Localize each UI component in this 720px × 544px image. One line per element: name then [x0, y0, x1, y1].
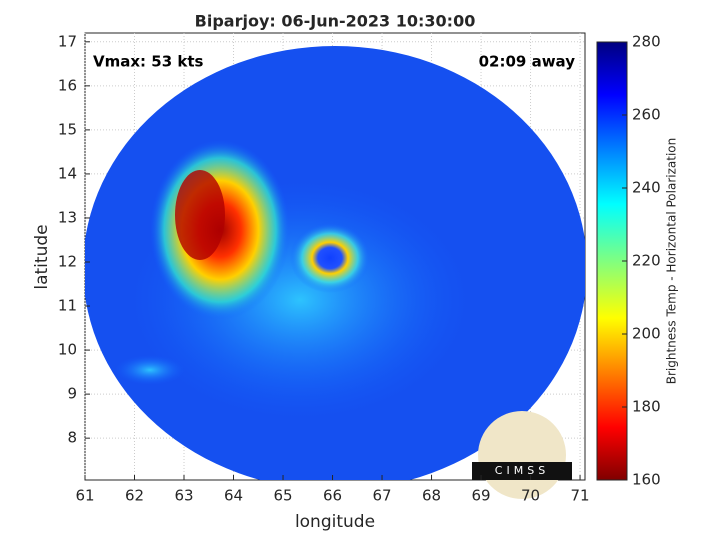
colorbar-tick-label: 260	[632, 106, 661, 124]
annotation: 02:09 away	[479, 53, 576, 71]
x-tick-label: 71	[571, 487, 590, 505]
chart-title: Biparjoy: 06-Jun-2023 10:30:00	[195, 12, 476, 31]
colorbar-tick-label: 220	[632, 252, 661, 270]
logo-text: CIMSS	[495, 464, 549, 477]
x-tick-label: 65	[273, 487, 292, 505]
y-tick-label: 10	[58, 341, 77, 359]
colorbar-tick-label: 280	[632, 33, 661, 51]
x-tick-label: 68	[422, 487, 441, 505]
x-tick-label: 69	[471, 487, 490, 505]
y-tick-label: 16	[58, 76, 77, 94]
y-tick-label: 15	[58, 120, 77, 138]
x-tick-label: 66	[323, 487, 342, 505]
x-tick-label: 67	[372, 487, 391, 505]
y-tick-label: 8	[67, 429, 77, 447]
colorbar-tick-label: 240	[632, 179, 661, 197]
y-tick-label: 14	[58, 164, 77, 182]
swath-image	[85, 46, 585, 480]
x-axis-label: longitude	[295, 512, 375, 532]
x-tick-label: 64	[224, 487, 243, 505]
y-tick-label: 12	[58, 253, 77, 271]
y-axis-label: latitude	[32, 224, 52, 289]
x-tick-label: 62	[125, 487, 144, 505]
logo: CIMSS	[472, 411, 572, 499]
annotation: Vmax: 53 kts	[93, 53, 203, 71]
y-tick-label: 17	[58, 32, 77, 50]
y-tick-label: 11	[58, 297, 77, 315]
colorbar-label: Brightness Temp - Horizontal Polarizatio…	[665, 138, 679, 385]
colorbar-tick-label: 160	[632, 471, 661, 489]
colorbar-tick-label: 180	[632, 398, 661, 416]
y-tick-label: 13	[58, 208, 77, 226]
x-tick-label: 61	[75, 487, 94, 505]
colorbar-tick-label: 200	[632, 325, 661, 343]
y-tick-label: 9	[67, 385, 77, 403]
x-tick-label: 70	[521, 487, 540, 505]
x-tick-label: 63	[174, 487, 193, 505]
